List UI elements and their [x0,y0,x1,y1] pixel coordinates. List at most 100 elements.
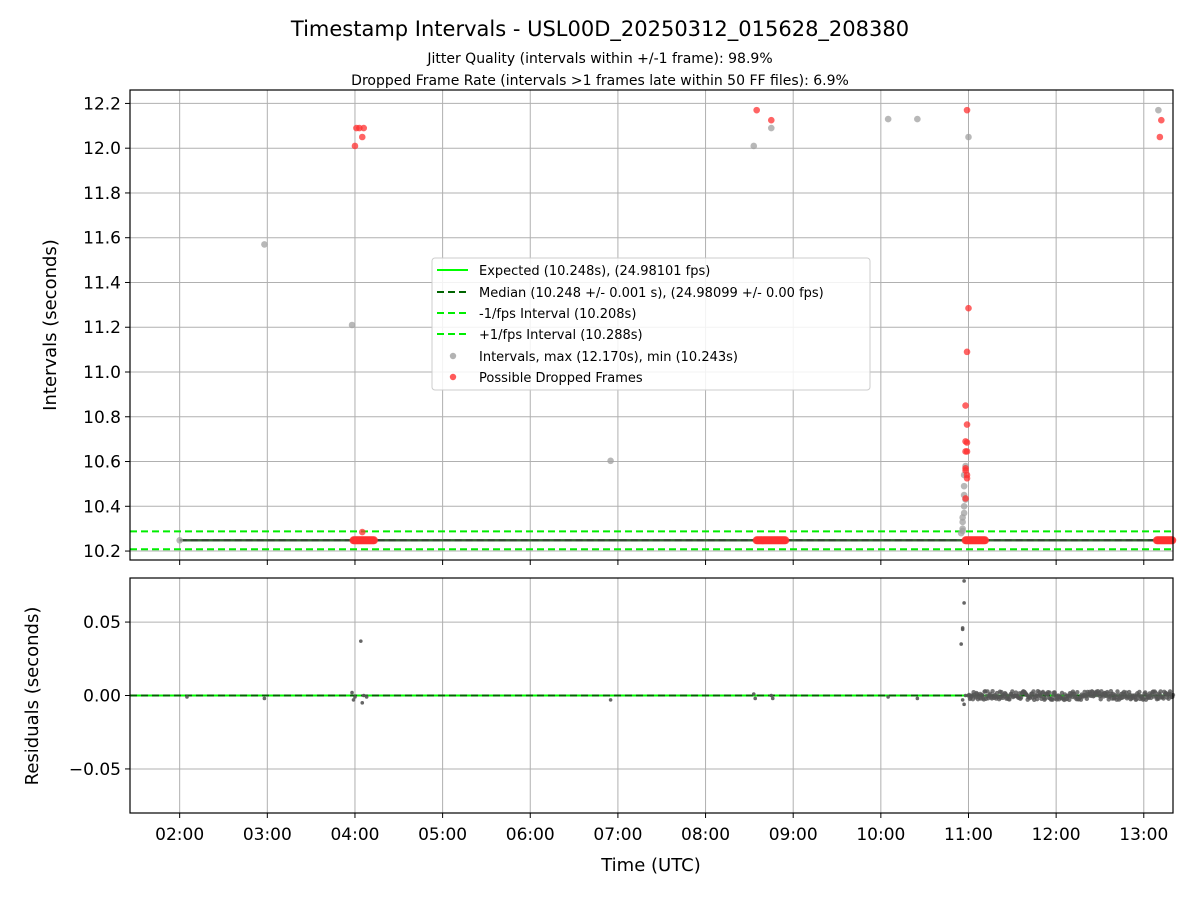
x-tick-label: 10:00 [856,825,905,845]
residual-point [1137,689,1142,695]
chart-subtitle-dropped: Dropped Frame Rate (intervals >1 frames … [351,73,849,89]
x-tick-label: 09:00 [769,825,818,845]
residual-point [1161,696,1166,701]
residual-point [1115,689,1120,694]
legend-intervals-swatch [449,352,457,360]
x-tick-label: 08:00 [681,825,730,845]
residual-point [185,695,189,699]
legend: Expected (10.248s), (24.98101 fps) Media… [431,257,871,391]
residual-point [959,642,963,646]
intervals-y-tick-label: 11.4 [83,273,121,293]
intervals-y-tick-label: 10.6 [83,453,121,473]
residual-point [753,696,758,701]
residual-point [963,693,968,698]
dropped-frame-point [963,348,971,356]
intervals-y-tick-label: 11.8 [83,184,121,204]
x-tick-label: 05:00 [418,825,467,845]
intervals-y-axis-label: Intervals (seconds) [40,239,61,411]
residual-point [1018,695,1024,700]
intervals-y-tick-label: 11.0 [83,363,121,383]
residuals-y-tick-label: −0.05 [69,760,121,780]
intervals-panel: 10.2 10.4 10.6 10.8 11.0 11.2 11.4 11.6 11.8 12.0… [40,89,1177,565]
residual-point [1084,696,1090,702]
dropped-frame-point [963,475,971,482]
dropped-frame-point [767,116,775,124]
intervals-frame [129,89,1174,561]
legend-intervals-label: Intervals, max (12.170s), min (10.243s) [479,350,738,365]
dropped-frame-point [781,536,790,545]
x-tick-label: 06:00 [506,825,555,845]
residual-point [1134,697,1139,702]
x-tick-label: 11:00 [944,825,993,845]
x-tick-label: 02:00 [155,825,204,845]
dropped-frame-point [358,133,366,141]
dropped-frame-point [962,402,969,409]
residual-point [751,692,756,696]
x-tick-label: 07:00 [593,825,642,845]
intervals-y-tick-label: 10.8 [83,408,121,428]
residual-point [990,689,995,694]
residual-point [353,695,357,699]
interval-point [960,509,968,517]
residual-point [360,701,365,705]
residual-point [915,696,920,701]
dropped-frame-point [753,106,760,114]
legend-dropped-label: Possible Dropped Frames [479,371,643,386]
residual-point [1031,689,1036,694]
residual-point [262,696,267,701]
residual-point [886,695,890,699]
interval-point [960,502,968,510]
intervals-y-tick-label: 10.2 [83,542,121,562]
x-tick-label: 04:00 [330,825,379,845]
residual-point [359,639,363,643]
interval-point [1155,106,1162,114]
interval-point [261,241,268,248]
interval-point [767,124,775,132]
intervals-y-tick-label: 12.2 [83,94,121,114]
residuals-y-tick-label: 0.05 [83,613,121,633]
residual-point [1042,696,1048,701]
x-tick-label: 13:00 [1119,825,1168,845]
intervals-y-tick-label: 11.6 [83,229,121,249]
legend-expected-label: Expected (10.248s), (24.98101 fps) [479,264,710,279]
residuals-data [130,579,1176,707]
residual-point [361,693,366,698]
dropped-frame-point [963,421,971,428]
dropped-frame-point [1168,536,1177,545]
legend-minus-interval-label: -1/fps Interval (10.208s) [479,307,636,322]
dropped-frame-point [358,528,366,536]
dropped-frame-point [369,536,378,545]
residual-point [960,626,965,630]
residual-point [1013,690,1019,695]
residual-point [1158,689,1163,694]
intervals-y-tick-label: 11.2 [83,318,121,338]
residual-point [1047,690,1052,695]
interval-point [960,482,968,490]
interval-point [750,142,758,150]
residual-point [1078,697,1084,702]
interval-point [914,115,921,123]
residual-point [960,698,965,702]
legend-plus-interval-label: +1/fps Interval (10.288s) [479,328,643,343]
intervals-data [130,106,1177,551]
dropped-frame-point [963,106,971,114]
dropped-frame-point [1158,116,1165,124]
dropped-frame-point [1156,133,1164,141]
dropped-frame-point [965,304,972,312]
x-tick-label: 03:00 [243,825,292,845]
chart-title: Timestamp Intervals - USL00D_20250312_01… [290,17,909,42]
residual-point [962,601,966,605]
residuals-y-tick-label: 0.00 [83,687,121,707]
interval-point [884,115,892,123]
dropped-frame-point [962,495,969,502]
residuals-y-ticks: −0.05 0.00 0.05 [69,613,130,780]
residual-point [608,698,613,702]
dropped-frame-point [360,124,368,132]
intervals-y-tick-label: 10.4 [83,497,121,517]
x-ticks: 02:00 03:00 04:00 05:00 06:00 07:00 08:00 09:00… [155,813,1168,845]
residual-point [962,579,966,583]
residual-point [351,698,356,702]
residual-point [350,690,354,695]
interval-point [607,457,614,465]
